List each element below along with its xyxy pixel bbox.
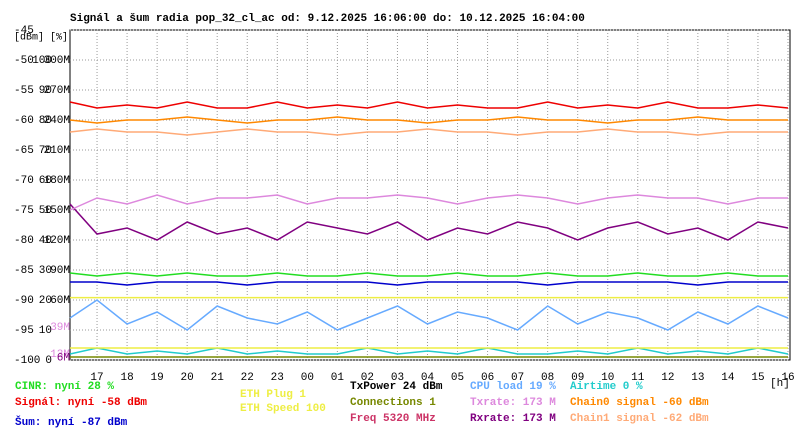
y-tick-label: -95 — [14, 325, 34, 337]
y-rate-label: 180M — [44, 175, 70, 187]
y-pct-label: 70 — [39, 145, 52, 157]
x-tick-label: 17 — [90, 372, 103, 384]
series-line — [69, 299, 789, 331]
y-rate-label: 300M — [44, 55, 70, 67]
series-line — [69, 203, 789, 241]
x-tick-label: 16 — [781, 372, 794, 384]
y-rate-label: 270M — [44, 85, 70, 97]
series-line — [69, 347, 789, 355]
series-line — [69, 272, 788, 277]
y-tick-label: -100 — [14, 355, 40, 367]
legend-entry: Connections 1 — [350, 397, 436, 409]
y-tick-label: -50 — [14, 55, 34, 67]
y-pct-label: 90 — [39, 85, 52, 97]
x-tick-label: 04 — [421, 372, 435, 384]
x-tick-label: 15 — [751, 372, 764, 384]
x-tick-label: 20 — [181, 372, 194, 384]
y-pct-label: 20 — [39, 295, 52, 307]
x-tick-label: 21 — [211, 372, 225, 384]
legend-entry: Txrate: 173 M — [470, 397, 556, 409]
legend-entry: ETH Speed 100 — [240, 403, 326, 415]
legend-entry: CINR: nyní 28 % — [15, 381, 114, 393]
x-tick-label: 01 — [331, 372, 345, 384]
x-tick-label: 09 — [571, 372, 584, 384]
x-tick-label: 13 — [691, 372, 704, 384]
plot-area — [69, 29, 791, 361]
y-tick-label: -55 — [14, 85, 34, 97]
y-tick-label: -45 — [14, 25, 34, 37]
series-line — [69, 128, 788, 136]
x-tick-label: 02 — [361, 372, 374, 384]
legend-entry: Chain1 signal -62 dBm — [570, 413, 709, 425]
series-line — [69, 194, 788, 211]
rate-marker: 13M — [50, 349, 70, 361]
y-units: [dBm] [%] — [14, 32, 68, 44]
x-tick-label: 22 — [241, 372, 254, 384]
legend-entry: CPU load 19 % — [470, 381, 556, 393]
y-rate-label: 90M — [50, 265, 70, 277]
legend-entry: Chain0 signal -60 dBm — [570, 397, 709, 409]
rate-marker: 39M — [50, 322, 70, 334]
x-tick-label: 05 — [451, 372, 464, 384]
y-pct-label: 40 — [39, 235, 52, 247]
legend-entry: Freq 5320 MHz — [350, 413, 436, 425]
rate-marker: 6M — [57, 353, 70, 365]
y-pct-label: 50 — [39, 205, 52, 217]
y-rate-label: 210M — [44, 145, 70, 157]
y-pct-label: 60 — [39, 175, 52, 187]
y-rate-label: 150M — [44, 205, 70, 217]
legend-entry: ETH Plug 1 — [240, 389, 306, 401]
series-line — [69, 116, 788, 124]
legend-entry: Airtime 0 % — [570, 381, 643, 393]
x-tick-label: 00 — [301, 372, 314, 384]
y-rate-label: 120M — [44, 235, 70, 247]
y-tick-label: -65 — [14, 145, 34, 157]
x-tick-label: 23 — [271, 372, 284, 384]
x-tick-label: 03 — [391, 372, 404, 384]
y-tick-label: -60 — [14, 115, 34, 127]
legend-entry: TxPower 24 dBm — [350, 381, 443, 393]
x-unit: [h] — [770, 378, 790, 390]
y-tick-label: -75 — [14, 205, 34, 217]
series-line — [70, 281, 788, 286]
legend-entry: Signál: nyní -58 dBm — [15, 397, 147, 409]
y-pct-label: 30 — [39, 265, 52, 277]
y-tick-label: -80 — [14, 235, 34, 247]
x-tick-label: 18 — [120, 372, 133, 384]
x-tick-label: 06 — [481, 372, 494, 384]
series-line — [69, 101, 789, 109]
legend-entry: Rxrate: 173 M — [470, 413, 556, 425]
x-tick-label: 07 — [511, 372, 524, 384]
y-rate-label: 60M — [50, 295, 70, 307]
x-tick-label: 14 — [721, 372, 735, 384]
chart-title: Signál a šum radia pop_32_cl_ac od: 9.12… — [70, 13, 585, 25]
x-tick-label: 11 — [631, 372, 645, 384]
y-pct-label: 10 — [39, 325, 52, 337]
y-tick-label: -90 — [14, 295, 34, 307]
x-tick-label: 10 — [601, 372, 614, 384]
x-tick-label: 08 — [541, 372, 554, 384]
x-tick-label: 12 — [661, 372, 674, 384]
y-pct-label: 0 — [45, 355, 52, 367]
y-rate-label: 240M — [44, 115, 70, 127]
x-tick-label: 19 — [151, 372, 164, 384]
y-tick-label: -70 — [14, 175, 34, 187]
y-pct-label: 80 — [39, 115, 52, 127]
legend-entry: Šum: nyní -87 dBm — [15, 415, 128, 429]
y-pct-label: 100 — [32, 55, 52, 67]
y-tick-label: -85 — [14, 265, 34, 277]
